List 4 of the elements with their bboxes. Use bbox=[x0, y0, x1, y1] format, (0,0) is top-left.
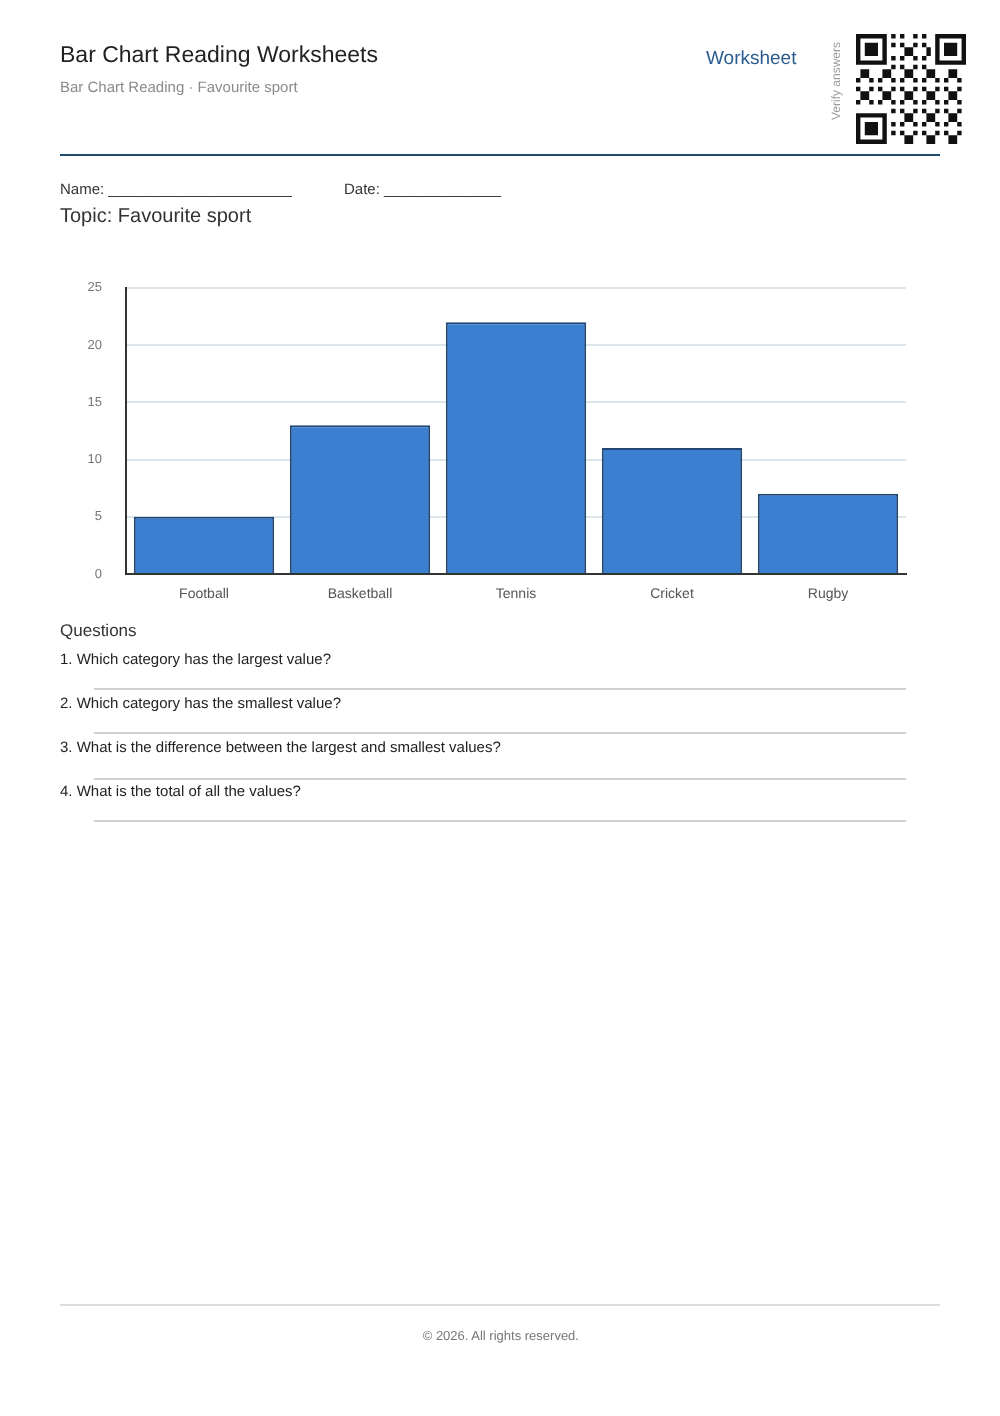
text: Worksheet bbox=[706, 47, 797, 71]
chart-title: Bar Chart Reading Worksheets bbox=[60, 44, 378, 72]
text: Questions bbox=[60, 620, 137, 642]
text: Topic: Favourite sport bbox=[60, 205, 252, 229]
